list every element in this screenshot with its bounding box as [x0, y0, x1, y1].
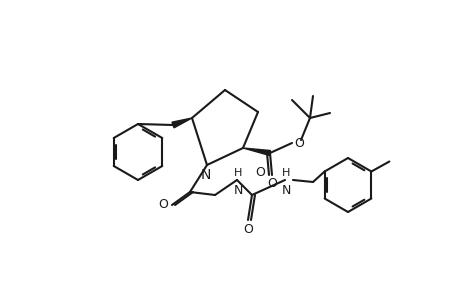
Text: O: O: [158, 199, 168, 212]
Polygon shape: [172, 118, 191, 128]
Text: N: N: [233, 184, 242, 197]
Text: O: O: [242, 223, 252, 236]
Text: N: N: [281, 184, 290, 197]
Text: H: H: [233, 168, 241, 178]
Text: O: O: [267, 177, 276, 190]
Text: O: O: [254, 166, 264, 178]
Text: H: H: [281, 168, 290, 178]
Text: N: N: [201, 168, 211, 182]
Polygon shape: [242, 148, 270, 155]
Text: O: O: [293, 136, 303, 149]
